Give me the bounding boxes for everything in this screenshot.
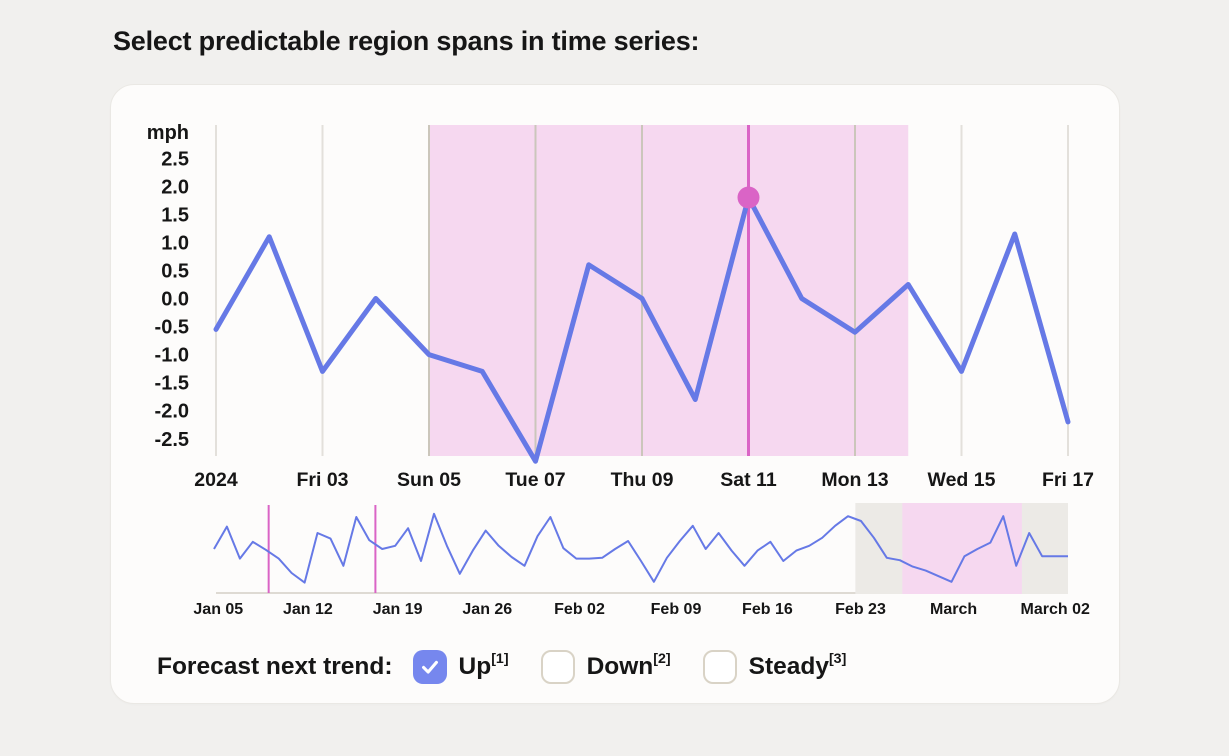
y-tick-label: -0.5 <box>155 317 189 339</box>
forecast-option-steady[interactable]: Steady[3] <box>702 650 847 684</box>
overview-tick-label: Jan 19 <box>373 601 423 618</box>
checkbox-steady[interactable] <box>702 650 737 684</box>
overview-tick-label: Jan 26 <box>462 601 512 618</box>
chart-card: mph 2.5 2.0 1.5 1.0 0.5 0.0 -0.5 -1.0 -1.5 -2.0 -2.… <box>110 84 1120 704</box>
forecast-options: Up[1] Down[2] Steady[3] <box>412 650 847 684</box>
overview-tick-label: Jan 12 <box>283 601 333 618</box>
y-tick-label: -1.0 <box>155 345 189 367</box>
x-tick-label: Fri 03 <box>296 469 348 491</box>
overview-tick-label: Jan 05 <box>193 601 243 618</box>
x-tick-label: Thu 09 <box>611 469 674 491</box>
overview-tick-label: Feb 09 <box>651 601 702 618</box>
x-tick-label: Sun 05 <box>397 469 461 491</box>
overview-tick-label: March <box>930 601 977 618</box>
forecast-option-down[interactable]: Down[2] <box>540 650 671 684</box>
overview-series-line <box>213 512 1068 584</box>
x-tick-label: Mon 13 <box>821 469 888 491</box>
highlight-point[interactable] <box>737 186 760 209</box>
y-tick-label: -2.0 <box>155 401 189 423</box>
forecast-option-label-down: Down[2] <box>586 650 671 681</box>
time-series-chart: mph 2.5 2.0 1.5 1.0 0.5 0.0 -0.5 -1.0 -1.5 -2.0 -2.… <box>147 122 1094 618</box>
forecast-row: Forecast next trend: Up[1] Down[2] Steady[… <box>157 643 846 691</box>
x-tick-label: Wed 15 <box>928 469 996 491</box>
selected-region-span[interactable] <box>429 125 909 456</box>
y-tick-label: -1.5 <box>155 373 189 395</box>
forecast-option-label-up: Up[1] <box>458 650 509 681</box>
overview-tick-label: Feb 16 <box>742 601 793 618</box>
checkbox-up[interactable] <box>412 650 447 684</box>
forecast-option-up[interactable]: Up[1] <box>412 650 509 684</box>
checkmark-icon <box>421 660 438 674</box>
y-tick-label: 1.0 <box>161 232 189 254</box>
forecast-option-label-steady: Steady[3] <box>748 650 847 681</box>
y-tick-label: 0.0 <box>161 289 189 311</box>
y-axis-unit-label: mph <box>147 122 189 144</box>
page-title: Select predictable region spans in time … <box>113 26 700 56</box>
forecast-label: Forecast next trend: <box>157 653 393 680</box>
x-tick-label: Fri 17 <box>1042 469 1094 491</box>
x-tick-label: Sat 11 <box>720 469 777 491</box>
y-tick-label: 0.5 <box>161 260 189 282</box>
overview-tick-label: March 02 <box>1021 601 1090 618</box>
overview-tick-label: Feb 02 <box>554 601 605 618</box>
y-tick-label: -2.5 <box>155 429 189 451</box>
overview-tick-label: Feb 23 <box>835 601 886 618</box>
y-tick-label: 1.5 <box>161 204 189 226</box>
main-series-line <box>213 195 1071 464</box>
x-tick-label: 2024 <box>194 469 238 491</box>
y-tick-label: 2.5 <box>161 148 189 170</box>
checkbox-down[interactable] <box>540 650 575 684</box>
y-tick-label: 2.0 <box>161 176 189 198</box>
x-tick-label: Tue 07 <box>505 469 565 491</box>
